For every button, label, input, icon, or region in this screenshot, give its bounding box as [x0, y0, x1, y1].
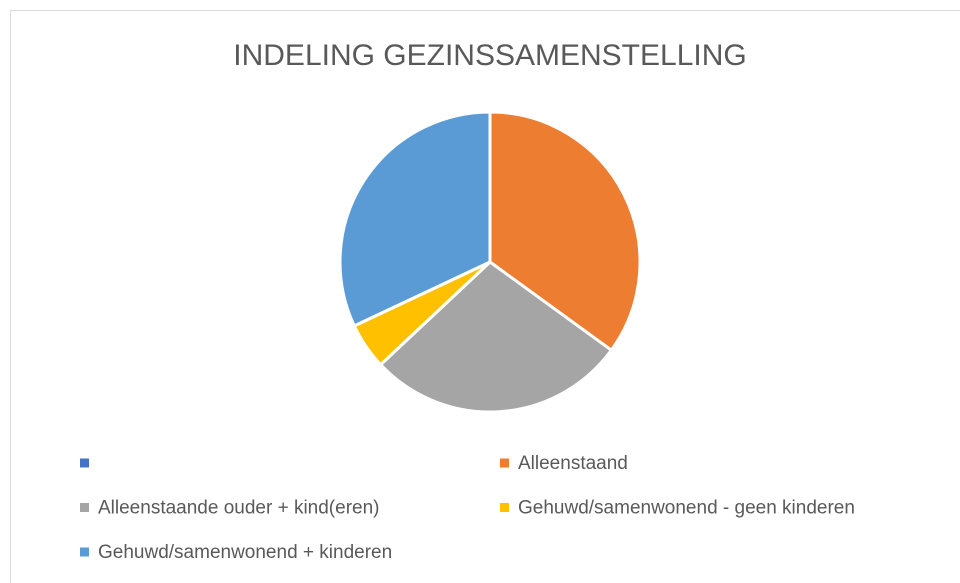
legend-label: Alleenstaande ouder + kind(eren)	[98, 498, 380, 519]
pie-slice	[488, 110, 642, 352]
legend-label: Gehuwd/samenwonend + kinderen	[98, 542, 392, 563]
legend-swatch	[80, 458, 89, 468]
chart-title: INDELING GEZINSSAMENSTELLING	[233, 39, 746, 72]
legend-swatch	[500, 503, 509, 512]
pie-slice	[338, 110, 492, 328]
legend-label: Gehuwd/samenwonend - geen kinderen	[518, 498, 855, 519]
legend-label: Alleenstaand	[518, 453, 628, 474]
legend-swatch	[80, 503, 89, 512]
legend-swatch	[500, 458, 509, 468]
pie-slice	[379, 260, 613, 414]
legend-swatch	[80, 547, 89, 557]
